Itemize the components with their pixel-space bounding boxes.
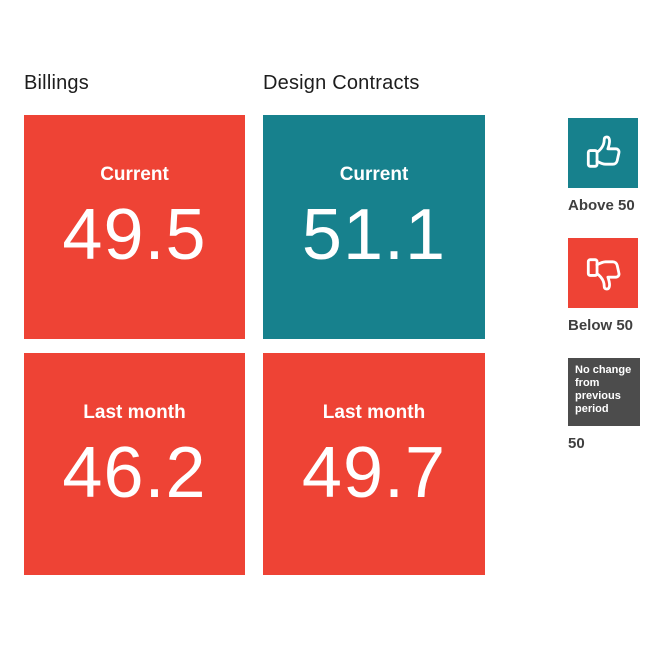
legend-item-below-50: Below 50 <box>568 238 640 334</box>
column-title-design-contracts: Design Contracts <box>263 72 420 94</box>
kpi-card-value: 51.1 <box>301 195 447 275</box>
kpi-card-label: Current <box>100 164 169 185</box>
kpi-card-value: 46.2 <box>62 433 207 513</box>
legend-item-above-50: Above 50 <box>568 118 640 214</box>
legend-swatch-above-50 <box>568 118 638 188</box>
kpi-card-label: Last month <box>83 402 186 423</box>
column-title-billings: Billings <box>24 72 89 94</box>
thumbs-up-icon <box>586 135 621 168</box>
kpi-card-design-contracts-last-month: Last month 49.7 <box>263 353 485 575</box>
legend-note-box: No change from previous period <box>568 358 640 426</box>
legend-label-below-50: Below 50 <box>568 317 634 334</box>
kpi-card-value: 49.7 <box>301 433 447 513</box>
kpi-card-value: 49.5 <box>62 195 207 275</box>
legend-label-above-50: Above 50 <box>568 197 635 214</box>
column-billings: Billings Current 49.5 Last month 46.2 <box>24 70 245 575</box>
kpi-card-label: Current <box>339 164 409 185</box>
kpi-card-billings-last-month: Last month 46.2 <box>24 353 245 575</box>
legend: Above 50 Below 50 No change from previou… <box>568 118 640 476</box>
column-design-contracts: Design Contracts Current 51.1 Last month… <box>263 70 485 575</box>
legend-label-50: 50 <box>568 435 585 452</box>
kpi-card-billings-current: Current 49.5 <box>24 115 245 339</box>
legend-item-no-change: No change from previous period 50 <box>568 358 640 452</box>
legend-swatch-below-50 <box>568 238 638 308</box>
thumbs-down-icon <box>586 258 621 291</box>
kpi-card-label: Last month <box>322 402 426 423</box>
kpi-card-design-contracts-current: Current 51.1 <box>263 115 485 339</box>
